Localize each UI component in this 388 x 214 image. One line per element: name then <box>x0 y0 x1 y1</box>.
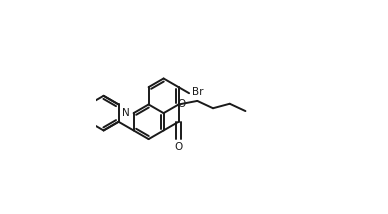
Text: O: O <box>177 99 185 109</box>
Text: O: O <box>175 142 183 152</box>
Text: Br: Br <box>192 87 204 97</box>
Text: N: N <box>122 108 130 118</box>
